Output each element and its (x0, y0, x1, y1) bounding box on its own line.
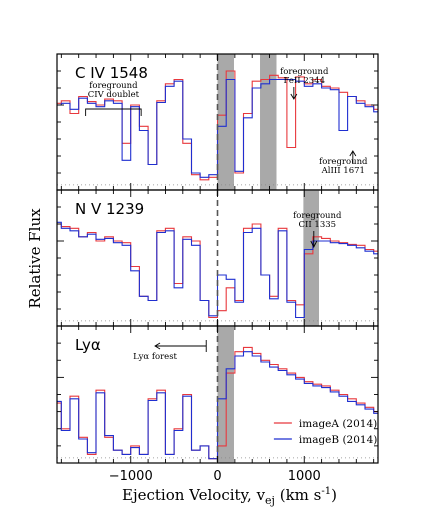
annotation-0-2: foreground (319, 157, 368, 167)
panel-label-0: C IV 1548 (75, 64, 148, 82)
panel-label-2: Lyα (75, 336, 101, 354)
aliii-arrowhead-icon (349, 150, 357, 157)
annotation-0-0: foreground (89, 81, 138, 91)
cii-arrowhead-icon (310, 240, 318, 249)
annotation-0-1: foreground (280, 67, 329, 77)
annotation-2-0: Lyα forest (133, 352, 177, 362)
series-imageB-panel-0 (57, 78, 378, 178)
civ-doublet-bracket (85, 108, 142, 116)
annotation-1-0: foreground (293, 211, 342, 221)
annotation-0-2: AlIII 1671 (321, 166, 365, 176)
legend-label-0: imageA (2014) (299, 418, 377, 430)
x-axis-title-part: Ejection Velocity, v (122, 486, 266, 504)
x-axis-title-part: ej (265, 494, 275, 507)
annotation-1-0: CII 1335 (298, 220, 336, 230)
x-axis-title-part: (km s (275, 486, 321, 504)
shaded-band-0-1 (260, 54, 277, 190)
x-axis-title: Ejection Velocity, vej (km s-1) (122, 486, 337, 507)
shaded-band-1-0 (303, 190, 320, 326)
panel-label-1: N V 1239 (75, 200, 144, 218)
legend-label-1: imageB (2014) (299, 434, 377, 446)
annotation-0-0: CIV doublet (88, 90, 140, 100)
x-tick-label: 0 (213, 469, 221, 484)
lya-forest-arrowhead-icon (154, 342, 161, 350)
x-axis-title-part: -1 (321, 486, 331, 497)
y-axis-title: Relative Flux (26, 208, 44, 309)
x-tick-label: 1000 (288, 469, 321, 484)
x-axis-title-part: ) (331, 486, 337, 504)
feii-arrowhead-icon (290, 93, 298, 100)
x-tick-label: −1000 (109, 469, 153, 484)
annotation-0-1: FeII 2344 (283, 76, 325, 86)
